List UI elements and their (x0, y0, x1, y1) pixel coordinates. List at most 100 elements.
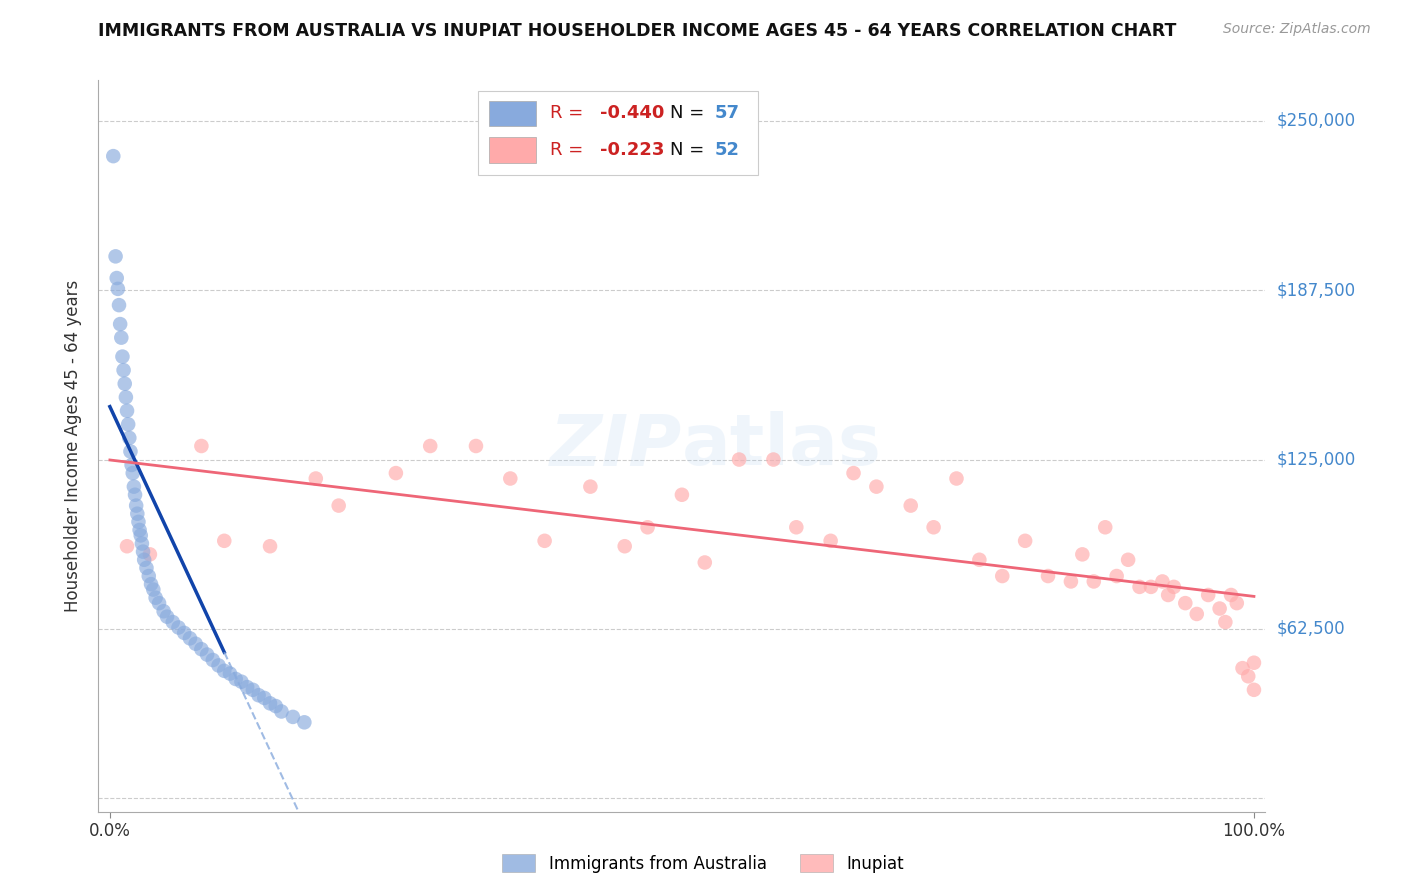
Point (201, 653, 224, 667)
Point (1140, 580, 1163, 594)
Text: $62,500: $62,500 (1277, 620, 1346, 638)
Point (127, 515, 149, 529)
Point (122, 480, 145, 494)
Point (259, 539, 281, 553)
Point (1237, 669, 1260, 683)
Point (991, 569, 1014, 583)
FancyBboxPatch shape (478, 91, 758, 176)
Point (190, 642, 212, 657)
Point (184, 637, 207, 651)
Point (693, 556, 716, 570)
Point (104, 249, 127, 263)
Point (253, 690, 276, 705)
Point (1174, 596, 1197, 610)
Y-axis label: Householder Income Ages 45 - 64 years: Householder Income Ages 45 - 64 years (65, 280, 83, 612)
Point (1036, 569, 1059, 583)
Point (637, 520, 659, 534)
Point (969, 553, 991, 567)
Point (1128, 580, 1150, 594)
Point (385, 466, 408, 480)
Point (1208, 601, 1230, 615)
Text: 57: 57 (714, 104, 740, 122)
Text: R =: R = (550, 141, 589, 159)
Point (613, 539, 636, 553)
Point (1232, 661, 1254, 675)
Point (128, 523, 150, 537)
Point (1014, 533, 1036, 548)
Point (242, 682, 264, 697)
Point (148, 596, 170, 610)
Point (1060, 574, 1083, 589)
Point (945, 471, 967, 485)
Point (139, 577, 162, 591)
Text: $187,500: $187,500 (1277, 281, 1355, 299)
Point (231, 674, 253, 689)
Point (533, 533, 555, 548)
Point (1243, 656, 1265, 670)
FancyBboxPatch shape (489, 101, 536, 127)
Point (236, 680, 259, 694)
Point (121, 466, 143, 480)
Point (108, 317, 131, 331)
Point (110, 331, 132, 345)
Text: $250,000: $250,000 (1277, 112, 1355, 130)
Point (1220, 588, 1243, 602)
Point (671, 488, 693, 502)
Point (115, 404, 138, 418)
Point (219, 666, 242, 681)
Point (108, 298, 131, 312)
Point (173, 626, 195, 640)
Point (1215, 615, 1237, 629)
Point (1116, 553, 1139, 567)
Text: ZIP: ZIP (550, 411, 682, 481)
Text: N =: N = (671, 141, 710, 159)
Point (1083, 574, 1105, 589)
Point (111, 350, 134, 364)
Point (179, 632, 201, 646)
Point (225, 672, 247, 686)
Point (259, 697, 281, 711)
Text: IMMIGRANTS FROM AUSTRALIA VS INUPIAT HOUSEHOLDER INCOME AGES 45 - 64 YEARS CORRE: IMMIGRANTS FROM AUSTRALIA VS INUPIAT HOU… (98, 22, 1177, 40)
Point (270, 705, 292, 719)
Point (129, 528, 152, 542)
Point (115, 390, 138, 404)
Point (127, 507, 149, 521)
Point (1071, 547, 1094, 561)
Point (900, 499, 922, 513)
Point (1105, 569, 1128, 583)
Text: -0.440: -0.440 (600, 104, 665, 122)
Point (820, 533, 842, 548)
Point (865, 480, 887, 494)
Point (103, 149, 125, 163)
Text: N =: N = (671, 104, 710, 122)
Point (842, 466, 865, 480)
Point (1243, 682, 1265, 697)
Point (125, 499, 148, 513)
Point (499, 471, 522, 485)
Point (214, 664, 236, 678)
Point (762, 452, 785, 467)
Point (142, 582, 165, 597)
Point (281, 710, 304, 724)
Point (162, 615, 184, 629)
Point (195, 648, 218, 662)
Point (115, 539, 138, 553)
Point (1185, 607, 1208, 621)
Point (132, 544, 155, 558)
Point (328, 499, 350, 513)
Point (419, 439, 441, 453)
Point (156, 609, 179, 624)
Point (1197, 588, 1219, 602)
Point (139, 547, 162, 561)
Text: atlas: atlas (682, 411, 882, 481)
Legend: Immigrants from Australia, Inupiat: Immigrants from Australia, Inupiat (495, 847, 911, 880)
Point (112, 363, 135, 377)
Point (207, 658, 229, 673)
Point (728, 452, 751, 467)
Text: -0.223: -0.223 (600, 141, 665, 159)
Text: R =: R = (550, 104, 589, 122)
Text: $125,000: $125,000 (1277, 450, 1355, 468)
Point (785, 520, 807, 534)
Point (120, 444, 142, 458)
Point (922, 520, 945, 534)
